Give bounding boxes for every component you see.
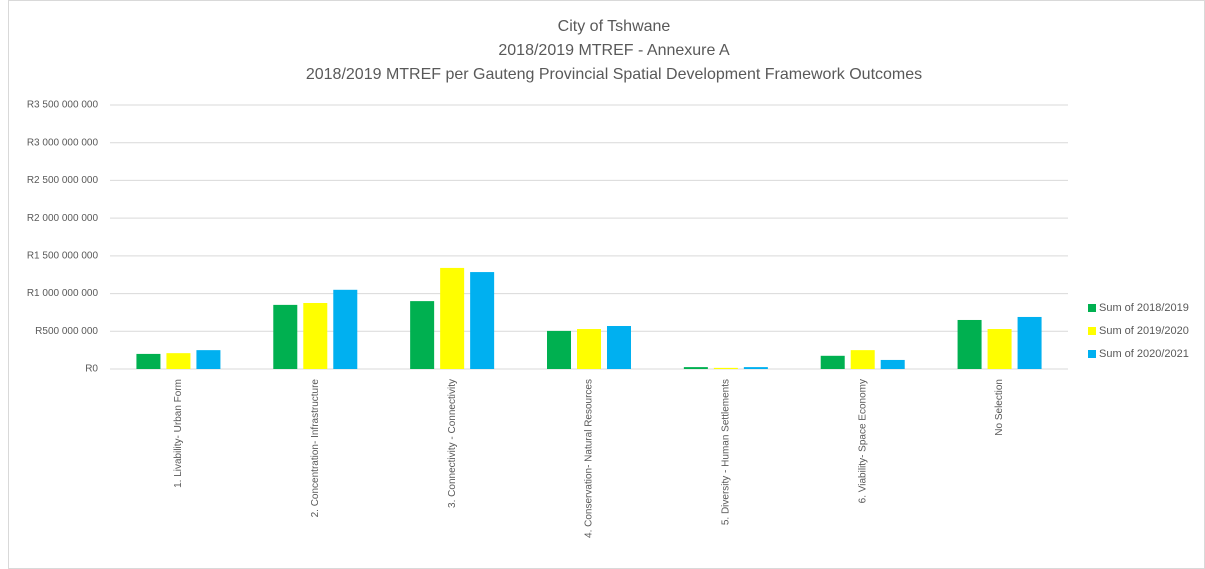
chart-title: 2018/2019 MTREF - Annexure A [498, 42, 730, 59]
bar [743, 367, 768, 369]
bar [577, 329, 601, 369]
bar [136, 353, 161, 369]
y-tick-label: R2 000 000 000 [27, 213, 99, 224]
bar [1017, 316, 1042, 369]
bar [166, 353, 191, 369]
bar [683, 367, 708, 369]
y-tick-label: R3 500 000 000 [27, 100, 99, 111]
y-tick-label: R2 500 000 000 [27, 175, 99, 186]
chart-title: 2018/2019 MTREF per Gauteng Provincial S… [306, 66, 922, 83]
y-tick-label: R0 [85, 364, 98, 375]
y-tick-label: R1 000 000 000 [27, 288, 99, 299]
bar [333, 289, 358, 369]
legend-swatch [1088, 327, 1096, 335]
bar [547, 330, 571, 369]
legend-swatch [1088, 350, 1096, 358]
bar [196, 350, 221, 369]
bar [987, 329, 1012, 369]
y-tick-label: R500 000 000 [35, 326, 98, 337]
x-tick-label: No Selection [994, 379, 1005, 436]
bar [957, 319, 982, 369]
bar [880, 359, 905, 369]
bar [410, 301, 435, 369]
x-tick-label: 5. Diversity - Human Settlements [720, 379, 731, 525]
y-tick-label: R3 000 000 000 [27, 137, 99, 148]
bar [820, 355, 845, 369]
bar [440, 267, 465, 369]
chart-border [8, 0, 1205, 569]
x-tick-label: 4. Conservation- Natural Resources [584, 379, 595, 538]
bar [470, 272, 495, 369]
bar [607, 326, 631, 369]
bar [273, 304, 298, 369]
legend-label: Sum of 2020/2021 [1099, 348, 1189, 360]
chart-title: City of Tshwane [558, 18, 671, 35]
x-tick-label: 1. Livability- Urban Form [173, 379, 184, 488]
bar [850, 350, 875, 369]
x-tick-label: 2. Concentration- Infrastructure [310, 379, 321, 518]
y-tick-label: R1 500 000 000 [27, 250, 99, 261]
legend-swatch [1088, 304, 1096, 312]
legend-label: Sum of 2018/2019 [1099, 302, 1189, 314]
bar [303, 303, 328, 369]
x-tick-label: 6. Viability- Space Economy [857, 379, 868, 503]
legend-label: Sum of 2019/2020 [1099, 325, 1189, 337]
bar [713, 367, 738, 369]
x-tick-label: 3. Connectivity - Connectivity [447, 379, 458, 508]
